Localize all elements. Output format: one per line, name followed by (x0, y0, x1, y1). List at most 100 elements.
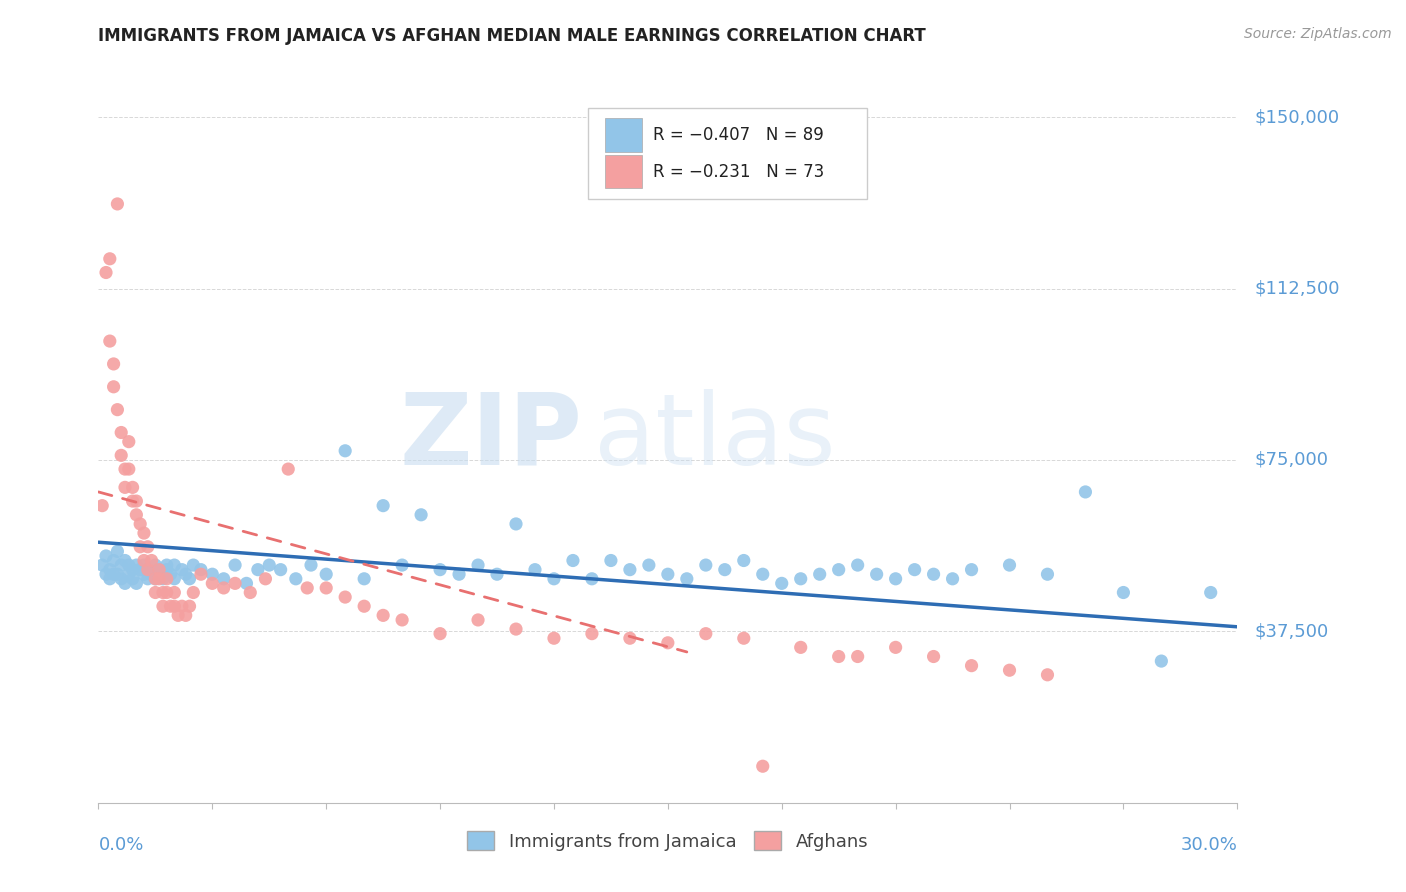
Point (163, 558, 186, 573)
Point (391, 613, 413, 627)
Point (429, 563, 451, 577)
Point (118, 567, 141, 582)
Point (163, 599, 186, 614)
Point (145, 572, 167, 586)
Point (998, 663, 1021, 677)
Point (148, 567, 170, 582)
Point (121, 572, 143, 586)
Point (103, 357, 125, 371)
Point (695, 558, 717, 573)
Point (152, 572, 174, 586)
Point (770, 576, 793, 591)
FancyBboxPatch shape (588, 108, 868, 200)
Point (163, 585, 186, 599)
Point (960, 658, 983, 673)
Point (657, 636, 679, 650)
Point (98, 252, 121, 266)
Point (167, 608, 190, 623)
Point (183, 558, 205, 573)
Point (866, 567, 889, 582)
Point (132, 567, 155, 582)
Point (299, 558, 322, 573)
Point (922, 567, 945, 582)
Point (246, 563, 269, 577)
Point (846, 558, 869, 573)
Point (752, 567, 775, 582)
Point (156, 572, 179, 586)
Point (212, 581, 235, 595)
Point (960, 563, 983, 577)
Text: $150,000: $150,000 (1254, 108, 1340, 126)
Point (179, 572, 201, 586)
Point (98, 563, 121, 577)
Point (733, 553, 755, 567)
Point (94, 567, 117, 582)
Point (148, 572, 170, 586)
Point (790, 640, 813, 655)
Point (132, 526, 155, 541)
Point (543, 572, 565, 586)
Point (107, 544, 129, 558)
Point (125, 508, 148, 522)
Point (828, 649, 851, 664)
Point (125, 576, 148, 591)
Text: R = −0.231   N = 73: R = −0.231 N = 73 (652, 162, 824, 180)
Point (467, 613, 489, 627)
Point (315, 567, 337, 582)
Point (114, 462, 136, 476)
Text: 30.0%: 30.0% (1181, 836, 1237, 854)
Point (467, 558, 489, 573)
Point (212, 572, 235, 586)
Point (114, 576, 136, 591)
Point (103, 553, 125, 567)
Legend: Immigrants from Jamaica, Afghans: Immigrants from Jamaica, Afghans (458, 822, 877, 860)
FancyBboxPatch shape (605, 154, 641, 188)
Point (156, 563, 179, 577)
Point (121, 563, 143, 577)
Point (884, 572, 907, 586)
Point (136, 572, 159, 586)
Point (110, 448, 132, 462)
Point (141, 567, 163, 582)
Point (118, 462, 141, 476)
Point (141, 553, 163, 567)
Point (107, 402, 129, 417)
Point (129, 516, 152, 531)
Point (411, 508, 433, 522)
Point (486, 567, 509, 582)
Point (371, 499, 394, 513)
Point (600, 553, 623, 567)
Point (125, 494, 148, 508)
Point (152, 599, 174, 614)
Point (156, 585, 179, 599)
Text: $112,500: $112,500 (1254, 279, 1340, 298)
Point (752, 759, 775, 773)
Point (284, 572, 307, 586)
Point (235, 576, 257, 591)
Point (183, 585, 205, 599)
Point (828, 563, 851, 577)
Point (148, 563, 170, 577)
Point (91, 499, 114, 513)
Point (449, 567, 471, 582)
Point (148, 563, 170, 577)
Point (159, 599, 181, 614)
Point (505, 516, 527, 531)
Point (125, 558, 148, 573)
Point (145, 572, 167, 586)
Point (1036, 667, 1059, 681)
Point (132, 553, 155, 567)
Text: Source: ZipAtlas.com: Source: ZipAtlas.com (1244, 27, 1392, 41)
Point (170, 563, 193, 577)
Point (543, 632, 565, 646)
Point (159, 567, 181, 582)
Point (239, 585, 262, 599)
Point (145, 585, 167, 599)
Text: $75,000: $75,000 (1254, 451, 1329, 469)
Point (98, 572, 121, 586)
Point (132, 558, 155, 573)
Point (1199, 585, 1222, 599)
Point (904, 563, 927, 577)
Point (714, 563, 737, 577)
Point (145, 558, 167, 573)
